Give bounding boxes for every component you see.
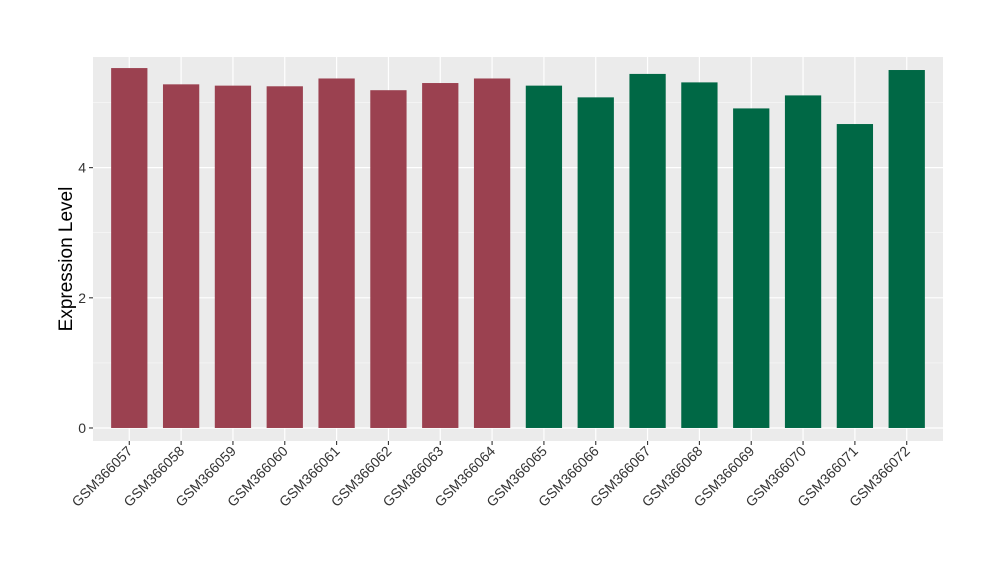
bar-GSM366064 bbox=[473, 78, 511, 428]
y-axis-title: Expression Level bbox=[56, 187, 77, 332]
bar-GSM366069 bbox=[733, 108, 770, 428]
bar-GSM366066 bbox=[577, 97, 614, 428]
bars-group bbox=[111, 68, 925, 428]
bar-GSM366068 bbox=[681, 82, 718, 428]
bar-GSM366072 bbox=[888, 70, 925, 428]
bar-GSM366060 bbox=[266, 86, 303, 428]
bar-GSM366063 bbox=[422, 83, 459, 428]
bar-GSM366071 bbox=[836, 124, 874, 428]
bar-GSM366057 bbox=[111, 68, 148, 428]
bar-GSM366065 bbox=[525, 85, 563, 428]
bar-GSM366062 bbox=[370, 90, 407, 428]
bar-GSM366058 bbox=[162, 84, 200, 428]
y-axis: 0 2 4 bbox=[78, 160, 93, 436]
bar-GSM366059 bbox=[214, 85, 252, 428]
y-tick-label: 4 bbox=[78, 160, 86, 176]
y-tick-label: 2 bbox=[78, 290, 86, 306]
x-axis: GSM366057GSM366058GSM366059GSM366060GSM3… bbox=[69, 441, 913, 510]
y-tick-label: 0 bbox=[78, 420, 86, 436]
bar-GSM366070 bbox=[784, 95, 822, 428]
bar-GSM366067 bbox=[629, 73, 666, 428]
bar-GSM366061 bbox=[318, 78, 355, 428]
